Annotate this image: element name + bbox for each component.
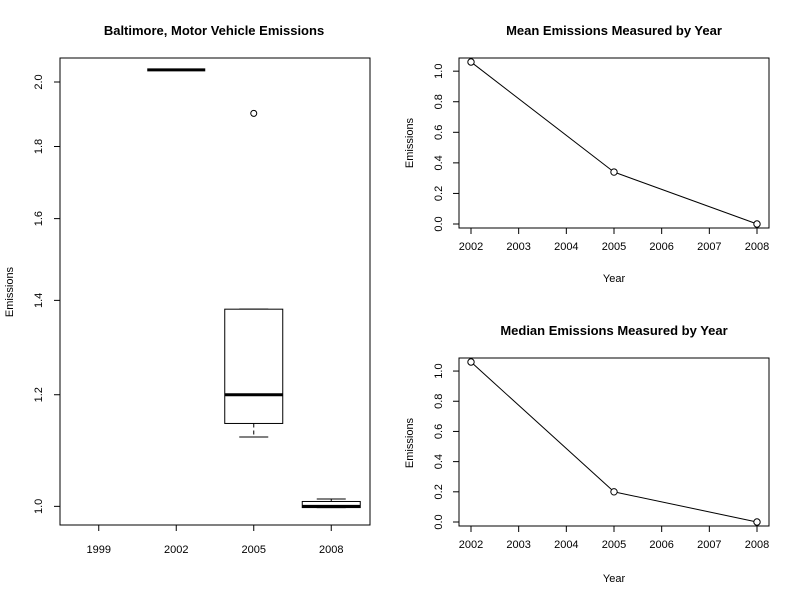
boxplot-box xyxy=(224,308,284,424)
median-chart-title: Median Emissions Measured by Year xyxy=(500,323,727,338)
mean-x-tick-label: 2002 xyxy=(459,241,483,253)
boxplot-y-tick-label: 1.2 xyxy=(33,387,45,402)
median-data-point xyxy=(610,488,618,496)
median-data-point xyxy=(753,518,761,526)
median-y-tick-label: 0.4 xyxy=(433,454,445,469)
median-x-axis-label: Year xyxy=(603,573,626,585)
mean-y-tick-label: 0.8 xyxy=(433,94,445,109)
boxplot-plot-frame xyxy=(59,57,371,526)
mean-y-axis-label: Emissions xyxy=(404,117,416,168)
median-data-point xyxy=(467,358,475,366)
mean-y-tick-label: 0.6 xyxy=(433,125,445,140)
boxplot-x-tick-label: 2008 xyxy=(319,544,343,556)
mean-series-segment xyxy=(473,63,612,171)
mean-series-segment xyxy=(616,172,755,224)
median-x-tick-label: 2003 xyxy=(506,539,530,551)
median-series-segment xyxy=(473,363,612,491)
mean-y-tick-label: 1.0 xyxy=(433,64,445,79)
mean-x-tick-label: 2008 xyxy=(745,241,769,253)
median-y-axis-label: Emissions xyxy=(404,417,416,468)
mean-data-point xyxy=(467,58,475,66)
median-x-tick-label: 2004 xyxy=(554,539,578,551)
mean-x-tick-label: 2004 xyxy=(554,241,578,253)
median-x-tick-label: 2006 xyxy=(649,539,673,551)
median-y-tick-label: 0.6 xyxy=(433,424,445,439)
boxplot-outlier-point xyxy=(250,109,258,117)
mean-x-tick-label: 2006 xyxy=(649,241,673,253)
mean-x-tick-label: 2003 xyxy=(506,241,530,253)
boxplot-y-tick-label: 1.4 xyxy=(33,293,45,308)
mean-x-tick-label: 2007 xyxy=(697,241,721,253)
median-y-tick-label: 0.8 xyxy=(433,394,445,409)
boxplot-y-tick-label: 1.8 xyxy=(33,139,45,154)
mean-data-point xyxy=(610,168,618,176)
median-line-panel: Median Emissions Measured by Year Year E… xyxy=(404,323,770,585)
mean-data-point xyxy=(753,220,761,228)
median-y-tick-label: 1.0 xyxy=(433,363,445,378)
median-y-tick-label: 0.0 xyxy=(433,514,445,529)
mean-y-tick-label: 0.0 xyxy=(433,216,445,231)
median-x-tick-label: 2007 xyxy=(697,539,721,551)
boxplot-y-tick-label: 1.0 xyxy=(33,499,45,514)
boxplot-y-tick-label: 1.6 xyxy=(33,211,45,226)
boxplot-y-tick-label: 2.0 xyxy=(33,74,45,89)
median-plot-frame xyxy=(458,357,770,527)
boxplot-panel: Baltimore, Motor Vehicle Emissions Emiss… xyxy=(4,23,371,556)
median-x-tick-label: 2002 xyxy=(459,539,483,551)
median-x-tick-label: 2005 xyxy=(602,539,626,551)
median-y-tick-label: 0.2 xyxy=(433,484,445,499)
boxplot-y-axis-label: Emissions xyxy=(4,266,16,317)
mean-x-tick-label: 2005 xyxy=(602,241,626,253)
boxplot-x-tick-label: 2002 xyxy=(164,544,188,556)
mean-y-tick-label: 0.4 xyxy=(433,155,445,170)
boxplot-x-tick-label: 1999 xyxy=(87,544,111,556)
median-x-tick-label: 2008 xyxy=(745,539,769,551)
boxplot-x-tick-label: 2005 xyxy=(242,544,266,556)
mean-line-panel: Mean Emissions Measured by Year Year Emi… xyxy=(404,23,770,285)
mean-plot-frame xyxy=(458,57,770,229)
mean-y-tick-label: 0.2 xyxy=(433,186,445,201)
median-series-segment xyxy=(617,491,754,522)
mean-x-axis-label: Year xyxy=(603,273,626,285)
mean-chart-title: Mean Emissions Measured by Year xyxy=(506,23,722,38)
boxplot-title: Baltimore, Motor Vehicle Emissions xyxy=(104,23,324,38)
